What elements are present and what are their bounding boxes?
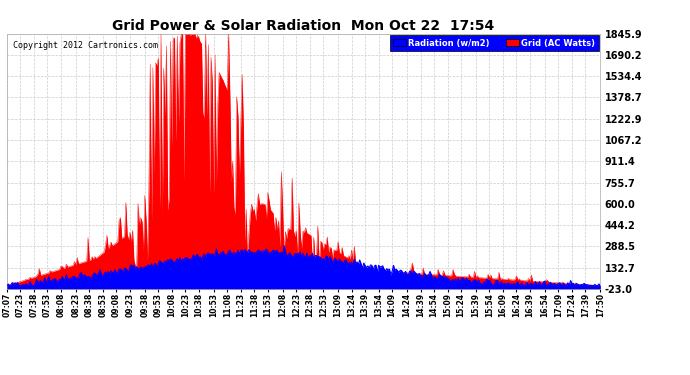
Legend: Radiation (w/m2), Grid (AC Watts): Radiation (w/m2), Grid (AC Watts) <box>390 35 599 51</box>
Text: Copyright 2012 Cartronics.com: Copyright 2012 Cartronics.com <box>13 41 158 50</box>
Title: Grid Power & Solar Radiation  Mon Oct 22  17:54: Grid Power & Solar Radiation Mon Oct 22 … <box>112 19 495 33</box>
